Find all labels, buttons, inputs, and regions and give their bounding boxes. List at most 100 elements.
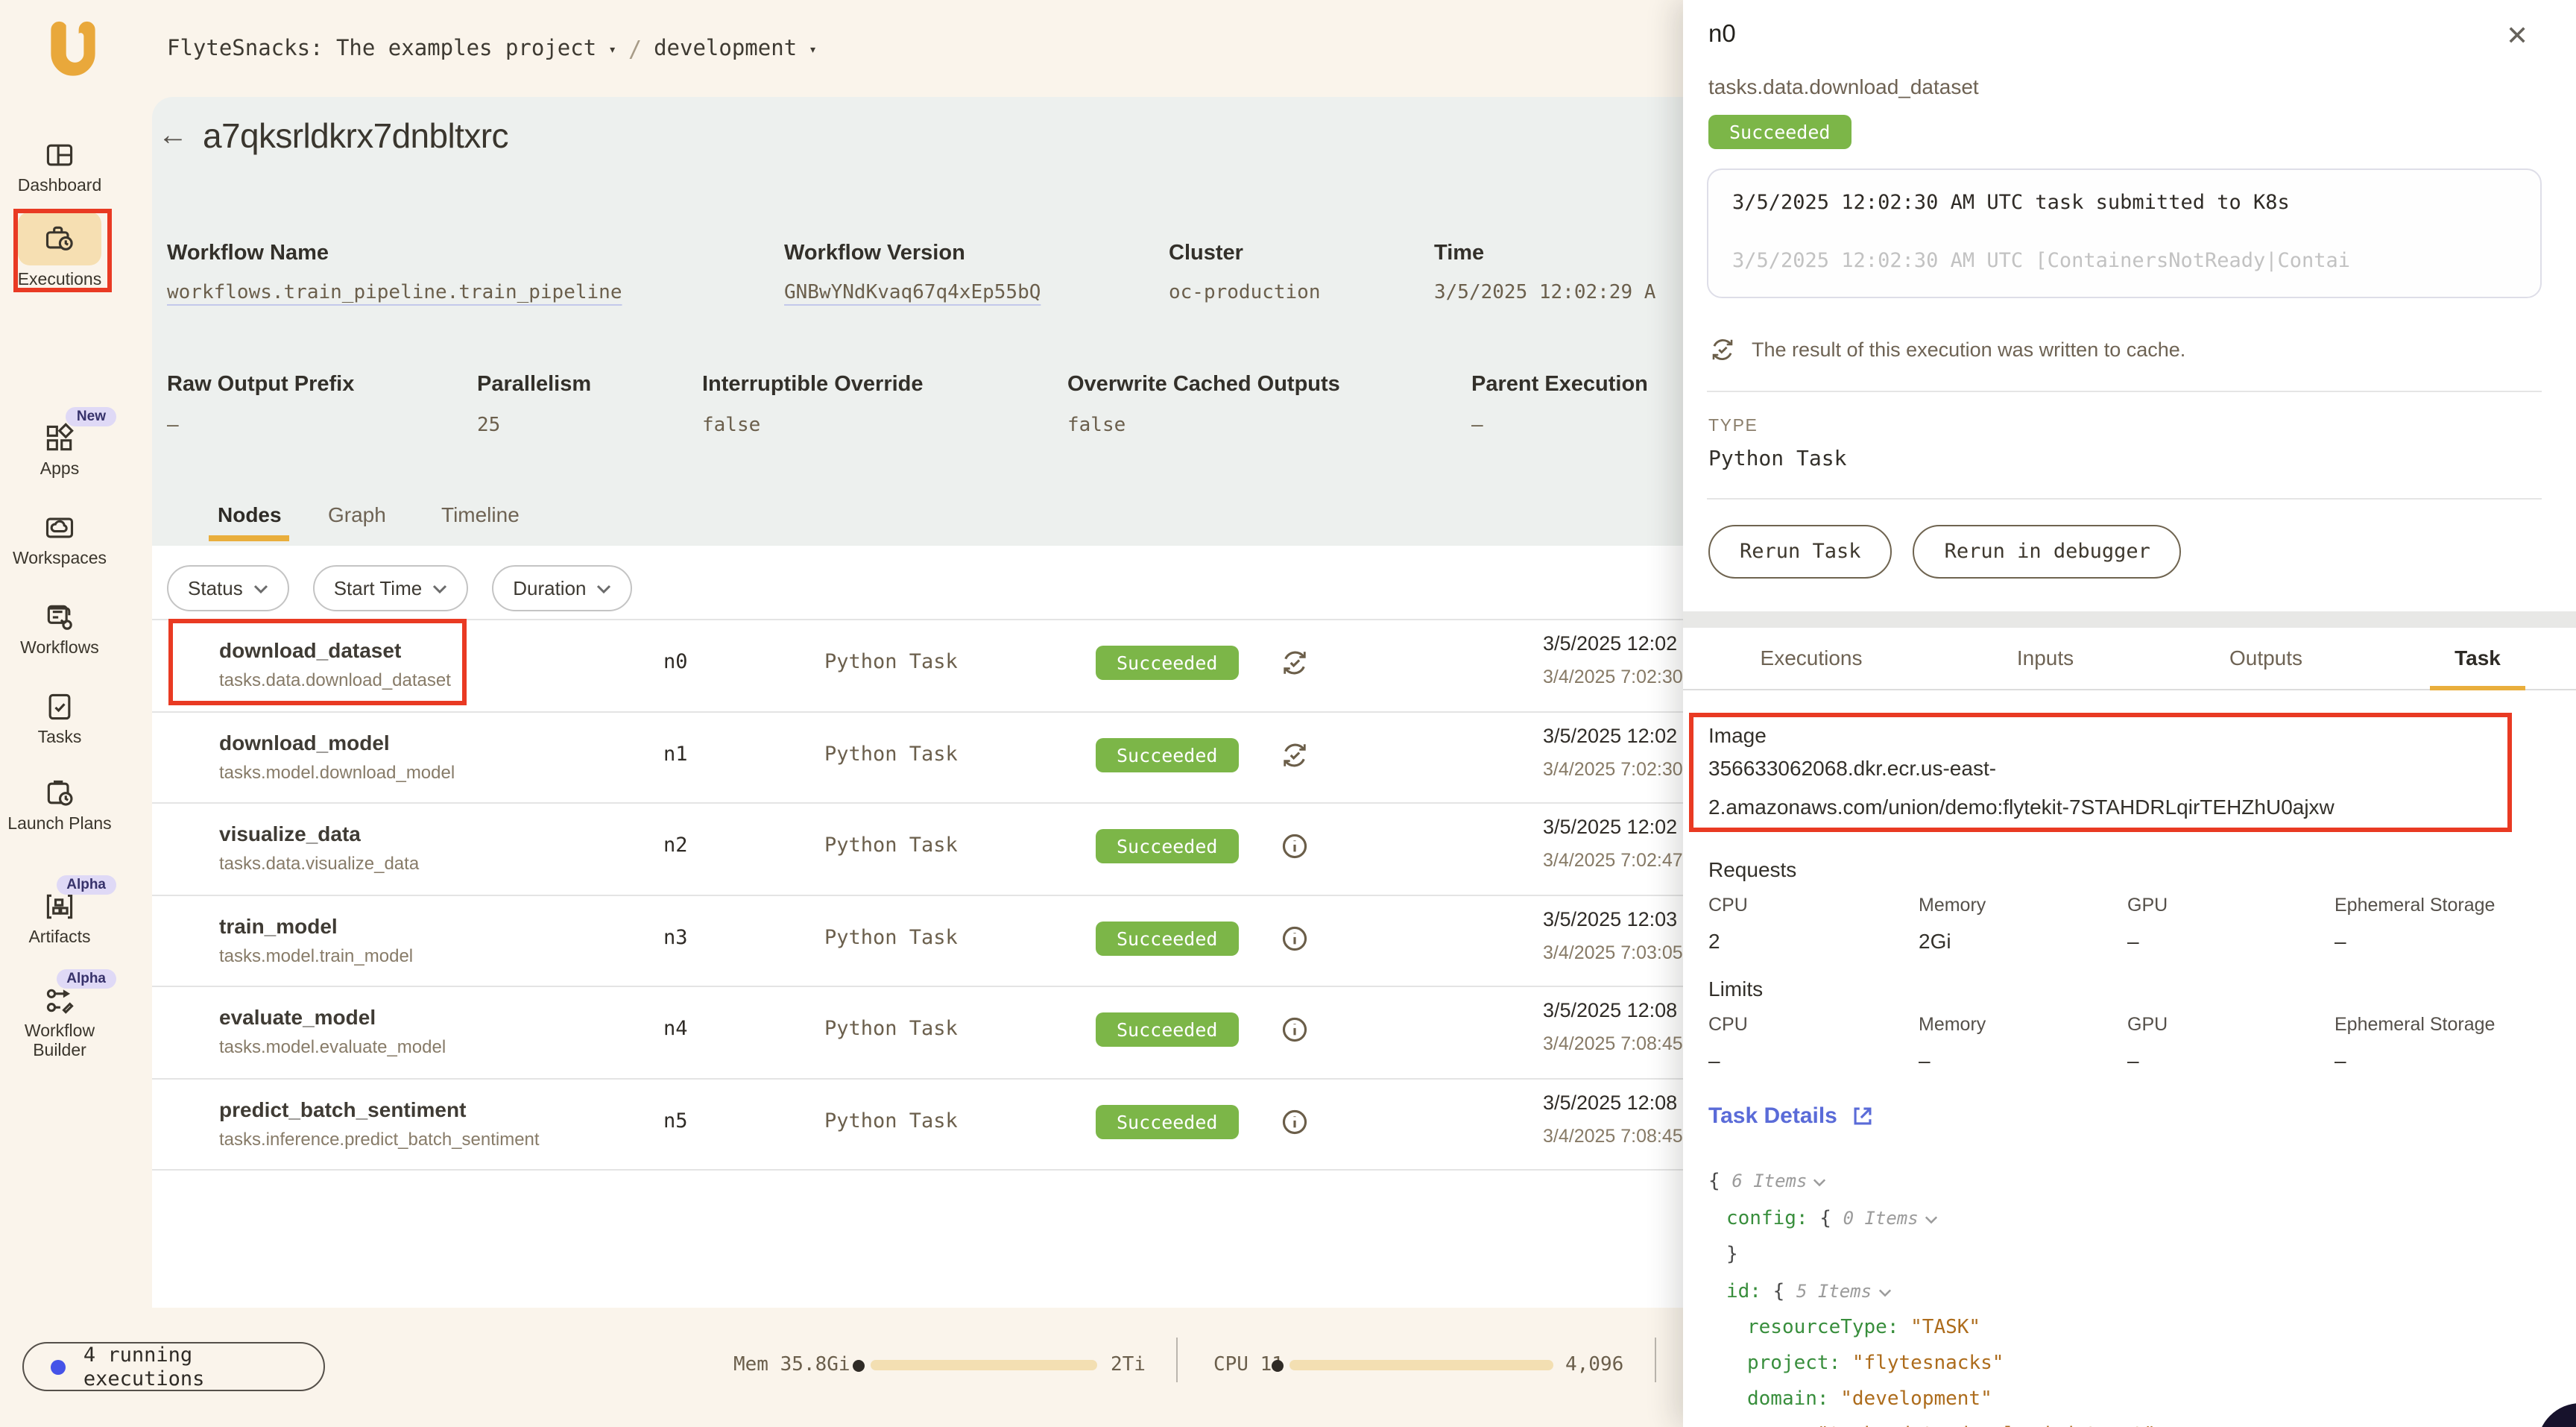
node-id: n4: [663, 1017, 688, 1041]
chevron-down-icon: [253, 584, 268, 593]
start-time-filter[interactable]: Start Time: [312, 565, 469, 611]
node-type: Python Task: [824, 926, 958, 950]
chevron-down-icon[interactable]: ▾: [608, 43, 617, 58]
mem-usage-dot: [853, 1359, 865, 1371]
alpha-badge: Alpha: [56, 875, 116, 895]
node-name[interactable]: evaluate_model: [219, 1005, 376, 1029]
parent-execution-value: –: [1471, 415, 1483, 437]
rerun-debugger-button[interactable]: Rerun in debugger: [1913, 525, 2182, 579]
meta-label: Raw Output Prefix: [167, 373, 355, 397]
tab-graph[interactable]: Graph: [328, 503, 386, 526]
cpu-usage-bar: [1289, 1360, 1553, 1370]
start-time: 3/5/2025 12:08: [1543, 1091, 1678, 1114]
table-row[interactable]: train_model tasks.model.train_model n3 P…: [152, 896, 2576, 987]
node-name[interactable]: train_model: [219, 914, 338, 938]
node-name[interactable]: download_dataset: [219, 638, 402, 662]
node-task-path: tasks.model.download_model: [219, 762, 455, 783]
table-row[interactable]: predict_batch_sentiment tasks.inference.…: [152, 1080, 2576, 1171]
workflow-name-link[interactable]: workflows.train_pipeline.train_pipeline: [167, 282, 622, 304]
status-badge: Succeeded: [1096, 646, 1239, 680]
sidebar-item-artifacts[interactable]: Alpha Artifacts: [0, 875, 119, 948]
workflow-version-link[interactable]: GNBwYNdKvaq67q4xEp55bQ: [784, 282, 1041, 304]
node-type: Python Task: [824, 743, 958, 766]
start-time-local: 3/4/2025 7:03:05: [1543, 942, 1683, 963]
start-time-local: 3/4/2025 7:02:47: [1543, 850, 1683, 871]
meta-label: Interruptible Override: [702, 373, 924, 397]
start-time-local: 3/4/2025 7:02:30: [1543, 759, 1683, 780]
tab-inputs[interactable]: Inputs: [2016, 646, 2074, 670]
cache-icon[interactable]: [1279, 740, 1310, 778]
table-row[interactable]: evaluate_model tasks.model.evaluate_mode…: [152, 987, 2576, 1078]
sidebar-item-executions[interactable]: Executions: [0, 212, 119, 291]
parallelism-value: 25: [477, 415, 501, 437]
sidebar-item-workflow-builder[interactable]: Alpha Workflow Builder: [0, 969, 119, 1062]
status-badge: Succeeded: [1096, 1012, 1239, 1047]
tab-executions[interactable]: Executions: [1760, 646, 1863, 670]
node-task-path: tasks.inference.predict_batch_sentiment: [219, 1129, 540, 1150]
raw-output-prefix-value: –: [167, 415, 179, 437]
tab-outputs[interactable]: Outputs: [2229, 646, 2303, 670]
node-id: n1: [663, 743, 688, 766]
meta-label: Parallelism: [477, 373, 592, 397]
info-icon[interactable]: [1279, 831, 1310, 869]
table-row[interactable]: download_model tasks.model.download_mode…: [152, 713, 2576, 804]
tab-timeline[interactable]: Timeline: [441, 503, 520, 526]
sidebar-item-tasks[interactable]: Tasks: [0, 690, 119, 749]
node-id: n3: [663, 926, 688, 950]
node-task-path: tasks.data.download_dataset: [219, 670, 451, 690]
sidebar-item-launch-plans[interactable]: Launch Plans: [0, 777, 119, 835]
task-json-viewer[interactable]: { 6 Items config: { 0 Items } id: { 5 It…: [1708, 1171, 2156, 1427]
time-value: 3/5/2025 12:02:29 A: [1434, 282, 1656, 304]
info-icon[interactable]: [1279, 1106, 1310, 1145]
breadcrumb: FlyteSnacks: The examples project ▾ / de…: [167, 36, 817, 63]
limits-memory-label: Memory: [1919, 1014, 1986, 1035]
start-time-local: 3/4/2025 7:08:45: [1543, 1126, 1683, 1147]
union-logo-icon[interactable]: [45, 21, 101, 94]
table-row[interactable]: download_dataset tasks.data.download_dat…: [152, 620, 2576, 711]
rerun-task-button[interactable]: Rerun Task: [1708, 525, 1892, 579]
running-executions-pill[interactable]: 4 running executions: [22, 1342, 325, 1391]
table-row[interactable]: visualize_data tasks.data.visualize_data…: [152, 804, 2576, 895]
close-icon[interactable]: ✕: [2506, 21, 2529, 51]
sidebar-item-dashboard[interactable]: Dashboard: [0, 139, 119, 197]
info-icon[interactable]: [1279, 923, 1310, 962]
sidebar-item-workspaces[interactable]: Workspaces: [0, 511, 119, 570]
node-name[interactable]: predict_batch_sentiment: [219, 1097, 467, 1121]
status-badge: Succeeded: [1096, 922, 1239, 956]
sidebar-item-apps[interactable]: New Apps: [0, 407, 119, 480]
overwrite-cached-outputs-value: false: [1067, 415, 1126, 437]
tab-nodes[interactable]: Nodes: [218, 503, 282, 526]
cache-icon[interactable]: [1279, 647, 1310, 686]
start-time: 3/5/2025 12:08: [1543, 999, 1678, 1021]
task-log-box[interactable]: 3/5/2025 12:02:30 AM UTC task submitted …: [1707, 168, 2542, 298]
node-name[interactable]: visualize_data: [219, 822, 361, 845]
type-value: Python Task: [1708, 447, 1847, 471]
node-name[interactable]: download_model: [219, 731, 390, 755]
status-badge: Succeeded: [1096, 738, 1239, 772]
executions-selected-highlight: [18, 212, 101, 265]
workflows-icon: [47, 605, 72, 630]
status-badge: Succeeded: [1096, 1105, 1239, 1139]
limits-memory-value: –: [1919, 1048, 1931, 1072]
task-details-link[interactable]: Task Details: [1708, 1103, 1876, 1129]
node-type: Python Task: [824, 1109, 958, 1133]
node-type: Python Task: [824, 834, 958, 857]
cpu-usage-dot: [1272, 1359, 1284, 1371]
breadcrumb-project[interactable]: FlyteSnacks: The examples project: [167, 37, 597, 61]
requests-gpu-value: –: [2127, 929, 2139, 953]
panel-section-band: [1683, 611, 2576, 628]
status-filter[interactable]: Status: [167, 565, 289, 611]
interruptible-override-value: false: [702, 415, 761, 437]
info-icon[interactable]: [1279, 1014, 1310, 1053]
back-arrow-icon[interactable]: ←: [158, 119, 188, 152]
meta-label: Parent Execution: [1471, 373, 1648, 397]
chevron-down-icon[interactable]: ▾: [809, 43, 817, 58]
sidebar-item-workflows[interactable]: Workflows: [0, 601, 119, 659]
launch-plans-icon: [47, 780, 73, 806]
duration-filter[interactable]: Duration: [492, 565, 633, 611]
tab-task[interactable]: Task: [2455, 646, 2501, 670]
image-label: Image: [1708, 723, 1767, 747]
breadcrumb-domain[interactable]: development: [654, 37, 798, 61]
chevron-down-icon: [597, 584, 611, 593]
